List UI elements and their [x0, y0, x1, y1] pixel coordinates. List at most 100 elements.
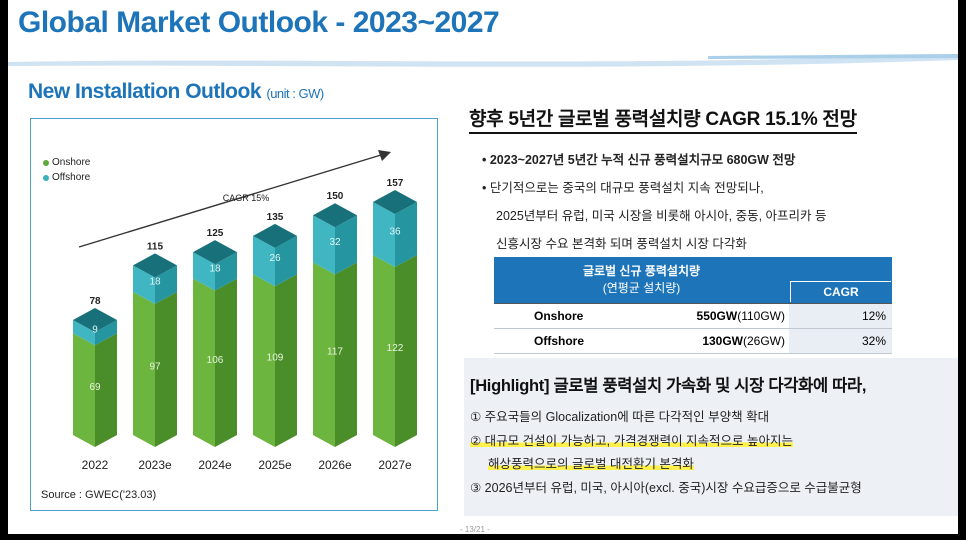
row-onshore-total: 550GW — [696, 309, 738, 323]
bar-offshore-front-2027e — [373, 201, 395, 268]
bar-onshore-side-2024e — [215, 278, 237, 447]
chart-legend: Onshore Offshore — [43, 157, 90, 187]
bar-2022 — [73, 307, 117, 447]
total-value-label: 115 — [147, 241, 164, 252]
cagr-label: CAGR 15% — [223, 193, 270, 203]
bar-offshore-side-2022 — [95, 319, 117, 346]
bar-onshore-front-2023e — [133, 291, 155, 447]
onshore-value-label: 106 — [207, 355, 224, 366]
offshore-value-label: 18 — [209, 263, 221, 274]
total-value-label: 150 — [327, 191, 344, 202]
bar-offshore-front-2022 — [73, 319, 95, 346]
bar-top-2024e — [193, 240, 237, 265]
offshore-value-label: 9 — [92, 325, 98, 336]
bullet-short-term: • 단기적으로는 중국의 대규모 풍력설치 지속 전망되나, — [482, 181, 764, 195]
bar-onshore-front-2027e — [373, 255, 395, 447]
offshore-value-label: 26 — [269, 253, 281, 264]
bar-top-2025e — [253, 223, 297, 248]
highlight-item-3: ③ 2026년부터 유럽, 미국, 아시아(excl. 중국)시장 수요급증으로… — [470, 480, 862, 495]
row-offshore-value: 130GW(26GW) — [655, 328, 789, 354]
bar-top-2027e — [373, 189, 417, 214]
bar-offshore-front-2025e — [253, 235, 275, 287]
bar-offshore-front-2023e — [133, 265, 155, 304]
bar-offshore-side-2023e — [155, 265, 177, 304]
bar-offshore-front-2026e — [313, 215, 335, 275]
x-tick-label: 2022 — [82, 458, 109, 472]
highlight-title: [Highlight] 글로벌 풍력설치 가속화 및 시장 다각화에 따라, — [470, 377, 867, 395]
bar-onshore-side-2022 — [95, 333, 117, 447]
slide-title: Global Market Outlook - 2023~2027 — [18, 6, 500, 39]
bar-onshore-side-2025e — [275, 274, 297, 447]
onshore-value-label: 117 — [327, 347, 343, 358]
chart-subtitle-text: New Installation Outlook — [28, 80, 262, 103]
highlight-item-2-line2-text: 해상풍력으로의 글로벌 대전환기 본격화 — [488, 457, 694, 471]
table-header-subtitle: (연평균 설치량) — [602, 281, 681, 295]
bar-onshore-front-2022 — [73, 333, 95, 447]
table-header-cagr: CAGR — [789, 257, 892, 304]
cagr-table: 글로벌 신규 풍력설치량 (연평균 설치량) CAGR Onshore 550G… — [494, 257, 892, 354]
bullet-cumulative: • 2023~2027년 5년간 누적 신규 풍력설치규모 680GW 전망 — [482, 153, 796, 167]
outlook-heading: 향후 5년간 글로벌 풍력설치량 CAGR 15.1% 전망 — [469, 104, 857, 134]
chart-panel: CAGR 15% 69 9 78 2022 97 18 115 2023e 106 18 125 202… — [30, 118, 438, 511]
total-value-label: 78 — [89, 296, 101, 307]
bar-onshore-front-2024e — [193, 278, 215, 447]
bar-onshore-side-2023e — [155, 291, 177, 447]
row-offshore-total: 130GW — [702, 334, 743, 348]
bar-top-2022 — [73, 307, 117, 332]
offshore-value-label: 18 — [149, 277, 161, 288]
table-row: Onshore 550GW(110GW) 12% — [494, 303, 892, 329]
highlight-item-2-line2: 해상풍력으로의 글로벌 대전환기 본격화 — [470, 453, 862, 477]
x-tick-label: 2023e — [138, 458, 172, 472]
total-value-label: 135 — [267, 212, 284, 223]
bullet-short-term-line2: 2025년부터 유럽, 미국 시장을 비롯해 아시아, 중동, 아프리카 등 — [496, 209, 827, 223]
x-tick-label: 2026e — [318, 458, 352, 472]
offshore-value-label: 32 — [329, 237, 341, 248]
bar-offshore-side-2026e — [335, 215, 357, 275]
bar-offshore-side-2024e — [215, 252, 237, 291]
table-row: Offshore 130GW(26GW) 32% — [494, 328, 892, 354]
cagr-arrow — [78, 150, 391, 248]
bar-top-2026e — [313, 203, 357, 228]
cagr-table-header: 글로벌 신규 풍력설치량 (연평균 설치량) CAGR — [494, 257, 892, 304]
table-header-cagr-label: CAGR — [790, 281, 891, 302]
total-value-label: 125 — [207, 228, 224, 239]
bar-2024e — [193, 240, 237, 447]
stacked-bar-chart: CAGR 15% 69 9 78 2022 97 18 115 2023e 106 18 125 202… — [73, 150, 417, 472]
bar-offshore-side-2025e — [275, 235, 297, 287]
onshore-value-label: 109 — [267, 353, 284, 364]
bar-onshore-front-2026e — [313, 262, 335, 447]
row-onshore-name: Onshore — [494, 303, 655, 329]
row-offshore-cagr: 32% — [789, 328, 892, 354]
chart-subtitle: New Installation Outlook (unit : GW) — [28, 80, 324, 104]
bar-offshore-front-2024e — [193, 252, 215, 291]
legend-offshore-label: Offshore — [52, 172, 91, 183]
bar-2023e — [133, 253, 177, 447]
bar-onshore-front-2025e — [253, 274, 275, 447]
table-header-title: 글로벌 신규 풍력설치량 — [582, 264, 701, 278]
highlight-item-2-text: ② 대규모 건설이 가능하고, 가격경쟁력이 지속적으로 높아지는 — [470, 433, 794, 448]
row-offshore-annual: (26GW) — [743, 334, 785, 348]
onshore-dot-icon — [43, 159, 49, 166]
chart-source: Source : GWEC('23.03) — [41, 489, 157, 501]
onshore-value-label: 97 — [149, 361, 161, 372]
highlight-item-1: ① 주요국들의 Glocalization에 따른 다각적인 부양책 확대 — [470, 410, 770, 424]
title-underline-swoosh — [8, 54, 958, 67]
bullet-short-term-line3: 신흥시장 수요 본격화 되며 풍력설치 시장 다각화 — [496, 237, 747, 251]
slide: Global Market Outlook - 2023~2027 New In… — [8, 0, 958, 534]
page-number: - 13/21 - — [460, 525, 490, 534]
total-value-label: 157 — [387, 178, 404, 189]
x-tick-label: 2024e — [198, 458, 232, 472]
onshore-value-label: 69 — [89, 382, 101, 393]
bar-onshore-side-2027e — [395, 255, 417, 447]
table-header-main: 글로벌 신규 풍력설치량 (연평균 설치량) — [494, 257, 789, 304]
row-onshore-annual: (110GW) — [737, 309, 785, 323]
offshore-value-label: 36 — [389, 227, 401, 238]
row-onshore-value: 550GW(110GW) — [655, 303, 789, 329]
cagr-arrow-head-icon — [378, 150, 391, 161]
cagr-arrow-line — [78, 154, 382, 248]
legend-offshore: Offshore — [43, 172, 90, 183]
onshore-value-label: 122 — [387, 343, 404, 354]
outlook-bullets: • 2023~2027년 5년간 누적 신규 풍력설치규모 680GW 전망 •… — [482, 146, 827, 258]
highlight-items: ① 주요국들의 Glocalization에 따른 다각적인 부양책 확대 ② … — [470, 406, 862, 500]
bar-2027e — [373, 189, 417, 447]
